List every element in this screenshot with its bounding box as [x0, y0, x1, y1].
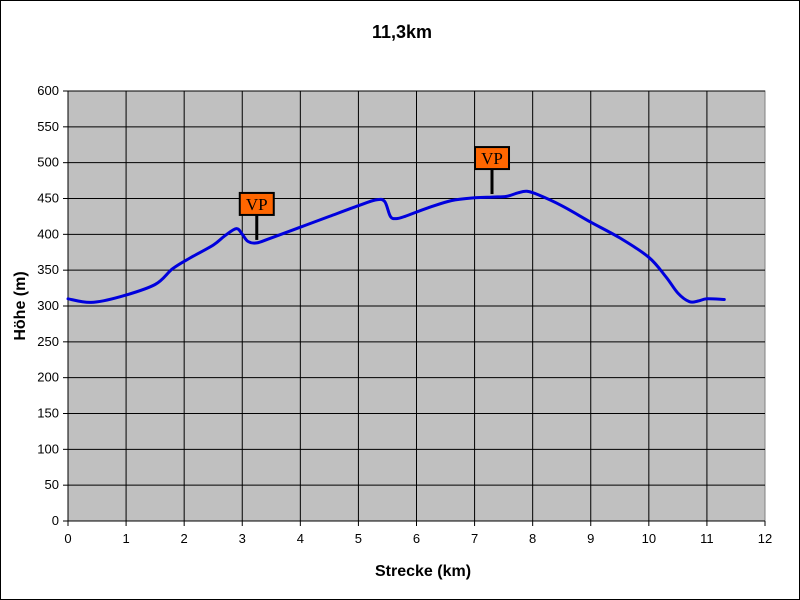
x-axis-label: Strecke (km): [375, 563, 471, 580]
x-tick-label: 12: [758, 531, 772, 546]
vp-marker-box: [238, 191, 275, 216]
vp-marker-label: VP: [246, 195, 268, 214]
x-tick-label: 5: [355, 531, 362, 546]
x-tick-label: 3: [239, 531, 246, 546]
x-tick-labels: 0 1 2 3 4 5 6 7 8 9 10 11 12: [64, 531, 772, 546]
vp-marker-label: VP: [481, 149, 503, 168]
x-tick-label: 4: [297, 531, 304, 546]
x-tick-label: 6: [413, 531, 420, 546]
axes: [63, 90, 766, 526]
y-tick-labels: 0 50 100 150 200 250 300 350 400 450 500 550 600: [37, 83, 59, 528]
x-tick-label: 0: [64, 531, 71, 546]
y-tick-label: 0: [52, 513, 59, 528]
y-tick-label: 400: [37, 226, 59, 241]
vp-marker: VP: [238, 191, 275, 240]
chart-title: 11,3km: [372, 22, 432, 42]
x-tick-label: 10: [642, 531, 656, 546]
y-tick-label: 600: [37, 83, 59, 98]
y-tick-label: 50: [45, 477, 59, 492]
vp-marker-box: [474, 146, 511, 171]
y-tick-label: 200: [37, 370, 59, 385]
y-tick-label: 300: [37, 298, 59, 313]
x-tick-label: 8: [529, 531, 536, 546]
x-tick-label: 1: [122, 531, 129, 546]
y-tick-label: 100: [37, 441, 59, 456]
y-tick-label: 500: [37, 155, 59, 170]
y-axis-label: Höhe (m): [12, 271, 29, 340]
y-tick-label: 350: [37, 262, 59, 277]
y-tick-label: 450: [37, 191, 59, 206]
x-tick-label: 9: [587, 531, 594, 546]
x-tick-label: 11: [700, 531, 714, 546]
x-tick-label: 2: [181, 531, 188, 546]
annotations: VP VP: [238, 146, 511, 240]
x-tick-label: 7: [471, 531, 478, 546]
y-tick-label: 250: [37, 334, 59, 349]
y-tick-label: 550: [37, 119, 59, 134]
grid: [68, 90, 765, 521]
y-tick-label: 150: [37, 406, 59, 421]
series-line: [66, 189, 726, 304]
vp-marker: VP: [474, 146, 511, 195]
